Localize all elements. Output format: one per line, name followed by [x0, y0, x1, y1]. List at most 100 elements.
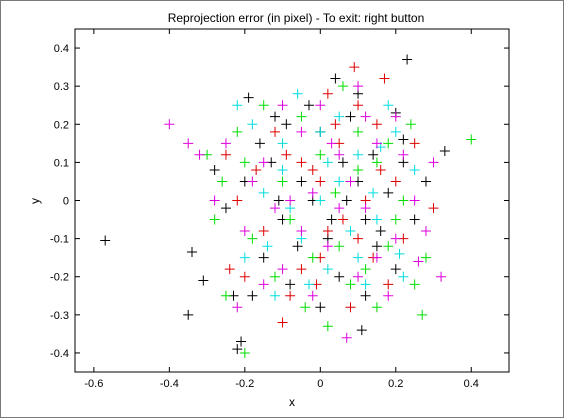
data-point [239, 157, 250, 168]
data-point [337, 81, 348, 92]
data-point [383, 138, 394, 149]
data-point [307, 290, 318, 301]
data-point [285, 195, 296, 206]
data-point [334, 241, 345, 252]
data-point [375, 225, 386, 236]
data-point [371, 252, 382, 263]
data-point [277, 264, 288, 275]
series-0 [100, 54, 450, 355]
data-point [183, 309, 194, 320]
series-1 [220, 62, 439, 328]
data-point [345, 279, 356, 290]
data-point [345, 302, 356, 313]
data-point [360, 264, 371, 275]
data-point [258, 187, 269, 198]
data-point [409, 138, 420, 149]
data-point [334, 176, 345, 187]
data-point [360, 214, 371, 225]
data-point [239, 252, 250, 263]
data-point [303, 100, 314, 111]
data-point [326, 214, 337, 225]
data-point [466, 134, 477, 145]
y-axis-label: y [28, 198, 42, 204]
data-point [285, 214, 296, 225]
data-point [368, 149, 379, 160]
data-point [251, 165, 262, 176]
x-tick-label: 0 [317, 378, 323, 390]
data-point [270, 290, 281, 301]
data-point [296, 176, 307, 187]
data-point [383, 279, 394, 290]
data-point [405, 119, 416, 130]
data-point [194, 149, 205, 160]
data-point [307, 187, 318, 198]
data-point [394, 248, 405, 259]
data-point [209, 214, 220, 225]
data-point [360, 203, 371, 214]
data-point [420, 252, 431, 263]
data-point [183, 138, 194, 149]
y-tick-label: -0.1 [50, 234, 69, 246]
data-point [330, 187, 341, 198]
data-point [322, 264, 333, 275]
data-point [281, 119, 292, 130]
data-point [390, 111, 401, 122]
tick-layer: -0.6 -0.4 -0.2 0 0.2 0.4 -0.4 -0.3 -0.2 -0.1 0 0.1 0… [50, 29, 509, 390]
x-axis-label: x [289, 395, 295, 409]
data-point [409, 165, 420, 176]
data-point [368, 187, 379, 198]
data-point [315, 302, 326, 313]
data-point [420, 225, 431, 236]
data-point [383, 187, 394, 198]
data-point [371, 302, 382, 313]
data-point [270, 271, 281, 282]
data-point [353, 252, 364, 263]
data-point [239, 225, 250, 236]
data-point [383, 100, 394, 111]
data-point [232, 100, 243, 111]
data-point [334, 203, 345, 214]
data-point [334, 149, 345, 160]
data-point [322, 241, 333, 252]
data-point [322, 88, 333, 99]
data-point [296, 126, 307, 137]
data-point [345, 176, 356, 187]
data-point [220, 138, 231, 149]
data-point [296, 157, 307, 168]
data-point [239, 271, 250, 282]
data-point [371, 157, 382, 168]
data-point [296, 264, 307, 275]
data-point [345, 225, 356, 236]
data-point [371, 119, 382, 130]
data-point [322, 225, 333, 236]
data-point [353, 126, 364, 137]
data-point [398, 271, 409, 282]
data-point [436, 271, 447, 282]
data-point [236, 336, 247, 347]
data-point [220, 290, 231, 301]
data-point [315, 126, 326, 137]
data-point [383, 241, 394, 252]
data-point [417, 309, 428, 320]
data-point [428, 203, 439, 214]
data-point [360, 279, 371, 290]
data-point [224, 264, 235, 275]
data-point [186, 246, 197, 257]
data-point [258, 225, 269, 236]
data-point [277, 317, 288, 328]
data-point [232, 126, 243, 137]
data-point [360, 290, 371, 301]
y-tick-label: -0.2 [50, 272, 69, 284]
y-tick-label: -0.4 [50, 348, 69, 360]
data-point [292, 88, 303, 99]
data-point [330, 119, 341, 130]
data-point [390, 176, 401, 187]
data-point [296, 225, 307, 236]
data-point [307, 252, 318, 263]
x-tick-label: -0.6 [84, 378, 103, 390]
data-point [334, 111, 345, 122]
data-point [353, 81, 364, 92]
data-point [232, 195, 243, 206]
